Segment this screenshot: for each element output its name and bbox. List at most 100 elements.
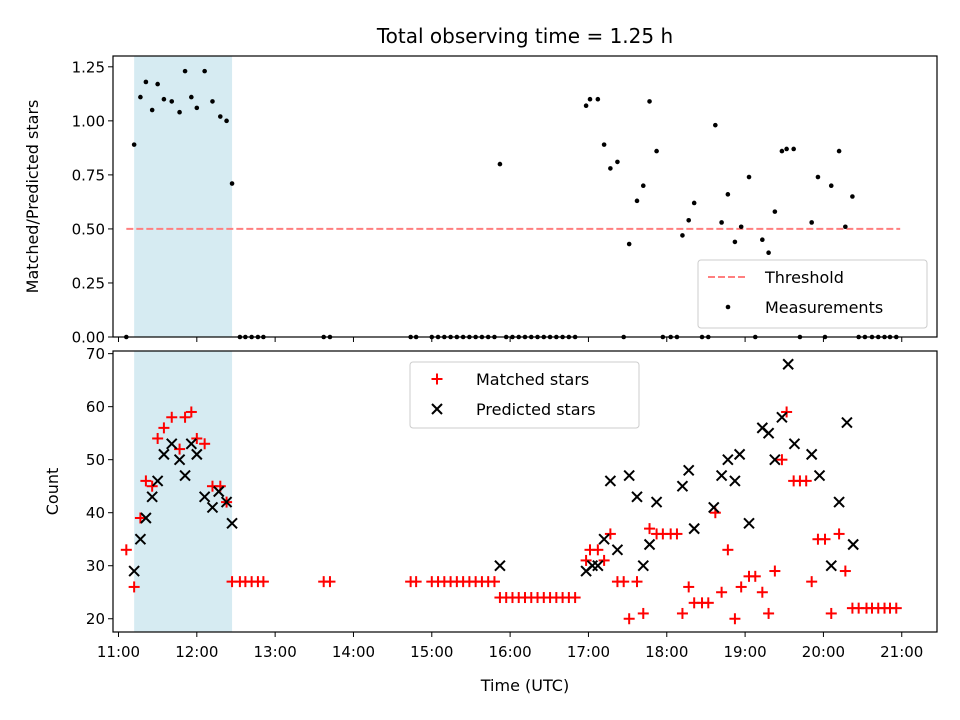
predicted-star-point [805, 448, 818, 461]
matched-star-point [819, 533, 831, 545]
matched-star-point [800, 475, 812, 487]
predicted-star-point [140, 512, 152, 524]
matched-stars-points [120, 406, 902, 625]
matched-star-point [756, 586, 768, 598]
x-tick-label: 19:00 [723, 643, 766, 661]
measurement-point [647, 99, 652, 104]
measurement-point [828, 183, 834, 188]
top-panel: 0.00 0.25 0.50 0.75 1.00 1.25 Total observing… [23, 24, 938, 347]
measurement-point [626, 241, 632, 247]
measurement-point [177, 109, 182, 115]
bottom-y-axis-label: Count [43, 468, 62, 516]
legend-plus-marker [431, 373, 443, 385]
measurement-point [182, 68, 188, 74]
measurement-point [791, 146, 796, 152]
bottom-highlight-span [134, 351, 233, 632]
x-axis-label: Time (UTC) [480, 676, 569, 695]
matched-star-point [825, 607, 837, 619]
measurement-point [680, 233, 685, 238]
matched-star-point [199, 438, 211, 450]
matched-star-point [166, 411, 178, 423]
y-tick-label: 0.25 [72, 274, 105, 292]
matched-star-point [839, 565, 851, 577]
matched-star-point [769, 565, 781, 577]
predicted-star-point [494, 560, 506, 572]
predicted-star-point [733, 448, 746, 461]
matched-star-point [763, 607, 775, 619]
predicted-star-point [146, 491, 158, 503]
matched-star-point [146, 480, 158, 492]
matched-star-point [683, 581, 695, 593]
matched-star-point [257, 576, 269, 588]
predicted-star-point [166, 438, 178, 450]
matched-star-point [569, 592, 581, 604]
bottom-panel-frame [112, 350, 938, 633]
legend-x-marker [431, 403, 443, 415]
predicted-star-point [128, 565, 140, 577]
measurement-point [601, 142, 607, 147]
matched-star-point [618, 576, 630, 588]
predicted-star-point [586, 560, 599, 572]
measurement-point [138, 94, 143, 100]
measurement-point [654, 148, 659, 154]
measurement-point [169, 99, 175, 104]
x-tick-label: 17:00 [567, 643, 610, 661]
matched-star-point [623, 613, 635, 625]
measurement-point [779, 148, 785, 154]
predicted-star-point [650, 496, 663, 508]
measurement-point [583, 103, 589, 109]
top-highlight-span [134, 56, 233, 337]
y-tick-label: 0.50 [72, 220, 105, 238]
matched-star-point [185, 406, 197, 418]
predicted-star-point [769, 453, 781, 466]
predicted-star-point [158, 448, 170, 461]
measurement-point [497, 161, 503, 167]
matched-star-point [191, 432, 203, 444]
matched-star-point [120, 544, 132, 556]
measurement-point [691, 200, 697, 206]
predicted-star-point [788, 438, 801, 450]
x-tick-label: 18:00 [645, 643, 688, 661]
predicted-star-point [729, 475, 741, 487]
matched-star-point [637, 607, 649, 619]
matched-star-point [598, 554, 610, 566]
measurement-point [161, 96, 167, 102]
matched-star-point [702, 597, 714, 609]
matched-star-point [833, 528, 845, 540]
matched-star-point [592, 544, 604, 556]
matched-star-point [488, 576, 500, 588]
measurement-point [738, 224, 744, 230]
predicted-star-point [611, 544, 624, 556]
measurement-point [218, 114, 223, 119]
top-legend-box [697, 259, 928, 329]
y-tick-label: 40 [86, 504, 105, 522]
predicted-star-point [643, 538, 656, 551]
predicted-star-point [841, 416, 853, 429]
measurement-point [194, 105, 200, 111]
measurement-point [784, 146, 789, 152]
measurement-point [772, 209, 778, 214]
matched-star-point [324, 576, 336, 588]
predicted-star-point [226, 517, 238, 530]
legend-matched-swatch [431, 373, 443, 385]
x-tick-label: 16:00 [489, 643, 532, 661]
predicted-star-point [592, 560, 604, 572]
x-tick-label: 11:00 [97, 643, 140, 661]
measurement-point [713, 122, 718, 128]
predicted-star-point [722, 453, 734, 466]
measurement-point [634, 198, 640, 204]
matched-star-point [676, 607, 688, 619]
predicted-star-point [179, 469, 191, 482]
matched-star-point [128, 581, 140, 593]
predicted-star-point [833, 496, 845, 508]
predicted-star-point [151, 475, 164, 487]
predicted-stars-points [128, 358, 859, 577]
matched-star-point [735, 581, 747, 593]
measurement-point [836, 148, 842, 154]
matched-star-point [631, 576, 643, 588]
top-x-ticks [117, 337, 903, 342]
matched-star-point [749, 570, 761, 582]
measurement-point [843, 224, 848, 230]
legend-threshold-label: Threshold [764, 268, 844, 287]
y-tick-label: 1.25 [72, 58, 105, 76]
